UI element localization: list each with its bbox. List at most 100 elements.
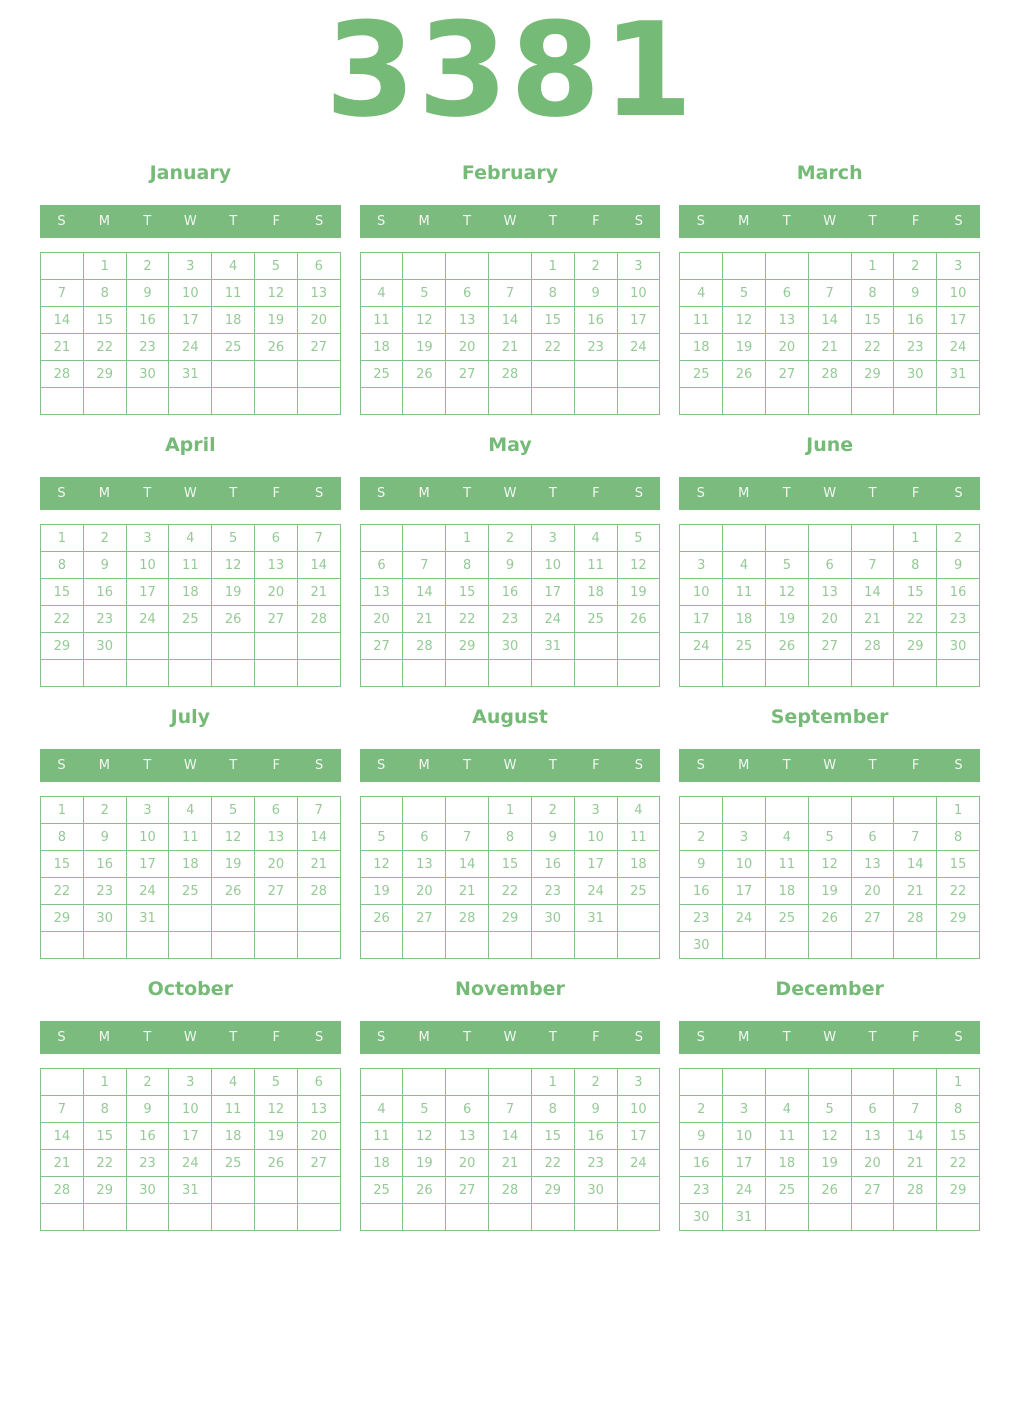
day-cell: 3 [126,525,170,552]
day-cell: 11 [212,280,256,307]
day-cell: 18 [574,579,618,606]
day-cell: 4 [765,1096,809,1123]
day-cell: 4 [212,1069,256,1096]
weekday-label: S [377,1030,386,1045]
day-cell: 25 [169,606,213,633]
empty-day-cell [937,388,980,415]
day-cell: 9 [531,824,575,851]
day-cell: 5 [723,280,766,307]
day-cell: 6 [851,1096,895,1123]
day-cell: 9 [126,280,170,307]
day-cell: 23 [531,878,575,905]
empty-day-cell [169,905,213,932]
empty-day-cell [894,1204,938,1231]
day-cell: 9 [83,552,127,579]
day-cell: 2 [894,253,938,280]
weekday-label: S [57,758,66,773]
day-cell: 28 [446,905,490,932]
month-july: July S M T W T F S 1 2 3 4 5 6 7 8 9 10 11 12 13 14 15 16 17 18 19… [40,706,341,959]
day-cell: 30 [126,1177,170,1204]
day-cell: 11 [360,1123,404,1150]
day-cell: 19 [255,307,298,334]
day-cell: 2 [531,797,575,824]
day-cell: 31 [126,905,170,932]
day-cell: 5 [212,797,256,824]
day-cell: 1 [446,525,490,552]
day-cell: 12 [403,1123,447,1150]
day-cell: 9 [894,280,938,307]
empty-day-cell [297,361,341,388]
empty-day-cell [255,905,298,932]
day-cell: 7 [446,824,490,851]
day-cell: 10 [937,280,980,307]
day-cell: 18 [212,1123,256,1150]
day-cell: 19 [403,334,447,361]
empty-day-cell [617,905,661,932]
day-cell: 9 [126,1096,170,1123]
empty-day-cell [446,1069,490,1096]
day-cell: 28 [489,1177,532,1204]
weekday-label: T [782,214,791,229]
empty-day-cell [723,797,766,824]
day-cell: 17 [937,307,980,334]
day-cell: 19 [765,606,809,633]
empty-day-cell [937,932,980,959]
day-cell: 12 [360,851,404,878]
empty-day-cell [83,1204,127,1231]
day-cell: 13 [446,1123,490,1150]
day-cell: 25 [360,361,404,388]
day-cell: 4 [169,525,213,552]
day-cell: 25 [765,1177,809,1204]
empty-day-cell [574,361,618,388]
day-cell: 20 [851,1150,895,1177]
month-september: September S M T W T F S 1 2 3 4 5 6 7 8 9 10 11 12 13 14 15 16 1… [679,706,980,959]
weekday-label: F [911,1030,920,1045]
empty-day-cell [446,253,490,280]
day-cell: 27 [765,361,809,388]
empty-day-cell [680,388,724,415]
weekday-label: T [143,1030,152,1045]
empty-day-cell [808,1204,852,1231]
day-cell: 13 [255,824,298,851]
day-cell: 26 [360,905,404,932]
day-cell: 9 [574,280,618,307]
day-cell: 6 [765,280,809,307]
empty-day-cell [360,1204,404,1231]
day-cell: 20 [851,878,895,905]
empty-day-cell [489,660,532,687]
empty-day-cell [403,1204,447,1231]
day-cell: 23 [894,334,938,361]
month-june: June S M T W T F S 1 2 3 4 5 6 7 8 9 10 11 12 13 14 15 16 17 18 19… [679,434,980,687]
day-cell: 30 [937,633,980,660]
day-cell: 17 [574,851,618,878]
weekday-label: S [57,486,66,501]
day-cell: 18 [169,851,213,878]
day-cell: 29 [446,633,490,660]
empty-day-cell [360,253,404,280]
empty-day-cell [531,1204,575,1231]
empty-day-cell [212,361,256,388]
empty-day-cell [808,253,852,280]
empty-day-cell [360,660,404,687]
empty-day-cell [765,388,809,415]
day-cell: 9 [83,824,127,851]
empty-day-cell [808,1069,852,1096]
day-cell: 25 [617,878,661,905]
day-cell: 5 [360,824,404,851]
day-cell: 20 [360,606,404,633]
day-cell: 19 [723,334,766,361]
day-cell: 28 [297,878,341,905]
weekday-label: F [592,1030,600,1045]
day-cell: 8 [489,824,532,851]
weekday-label: W [503,486,517,501]
empty-day-cell [403,660,447,687]
weekday-label: T [548,486,557,501]
weekday-label: T [548,1030,557,1045]
day-cell: 27 [446,361,490,388]
day-cell: 7 [297,525,341,552]
weekday-label: S [377,214,386,229]
day-cell: 27 [808,633,852,660]
empty-day-cell [617,388,661,415]
empty-day-cell [360,388,404,415]
